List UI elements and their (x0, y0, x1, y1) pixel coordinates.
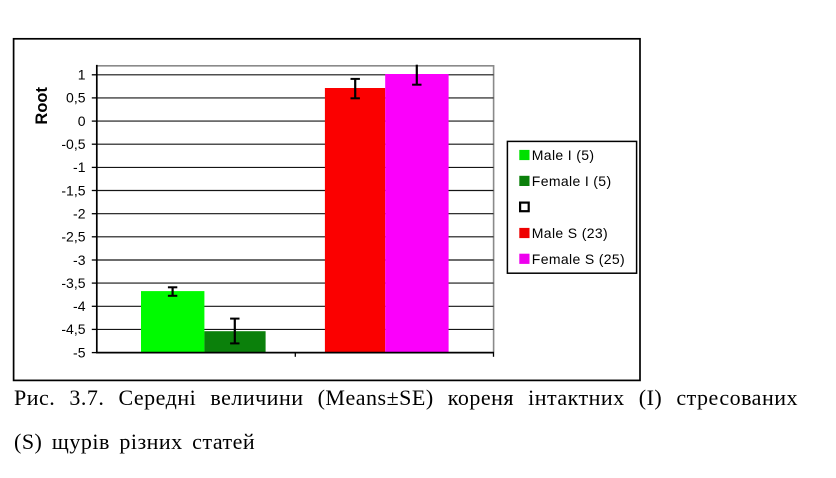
svg-text:Female I (5): Female I (5) (532, 173, 612, 189)
svg-text:-2,5: -2,5 (61, 229, 85, 245)
svg-text:-1: -1 (73, 159, 86, 175)
svg-text:1: 1 (78, 67, 86, 83)
svg-text:Male S (23): Male S (23) (532, 225, 608, 241)
svg-text:-3,5: -3,5 (61, 275, 85, 291)
svg-text:-4: -4 (73, 298, 86, 314)
svg-text:0,5: 0,5 (66, 90, 86, 106)
svg-text:-0,5: -0,5 (61, 136, 85, 152)
svg-text:Female S (25): Female S (25) (532, 251, 625, 267)
svg-text:Male I (5): Male I (5) (532, 147, 595, 163)
svg-text:-1,5: -1,5 (61, 182, 85, 198)
svg-text:-4,5: -4,5 (61, 321, 85, 337)
svg-text:0: 0 (78, 113, 86, 129)
svg-text:-5: -5 (73, 344, 86, 360)
svg-text:-3: -3 (73, 252, 86, 268)
svg-text:-2: -2 (73, 206, 86, 222)
svg-text:Root: Root (33, 87, 51, 125)
